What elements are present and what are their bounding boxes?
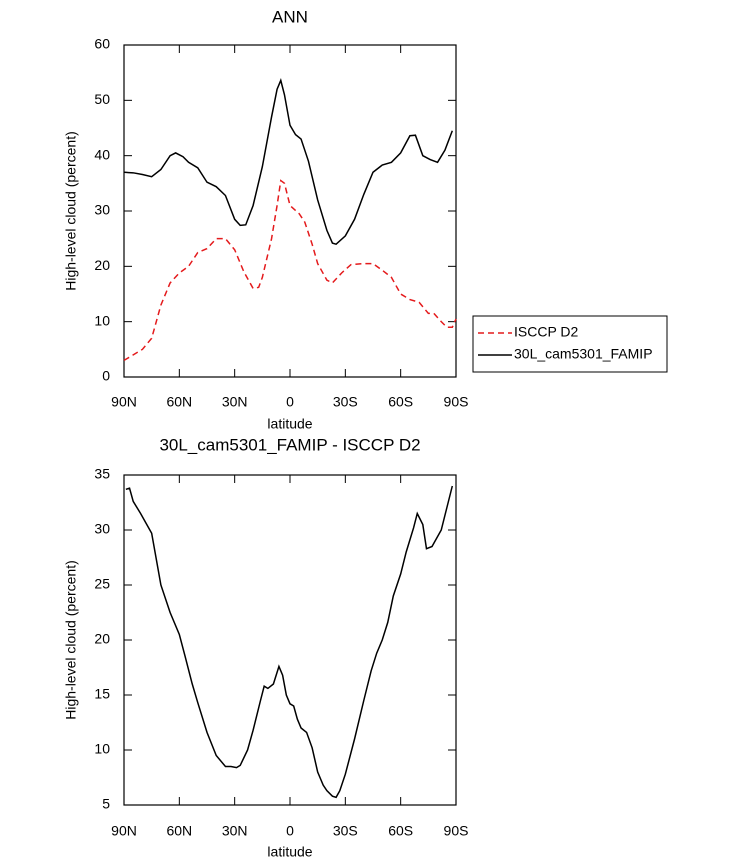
- x-tick-label: 30S: [333, 394, 358, 410]
- x-axis-title: latitude: [267, 416, 312, 432]
- plot-frame: [123, 474, 457, 806]
- x-tick-label: 60N: [166, 823, 192, 839]
- data-line: [123, 78, 454, 246]
- chart-title: 30L_cam5301_FAMIP - ISCCP D2: [159, 435, 420, 454]
- y-tick-label: 30: [94, 521, 110, 537]
- y-tick-label: 35: [94, 466, 110, 482]
- y-tick-label: 40: [94, 146, 110, 162]
- y-tick-label: 15: [94, 686, 110, 702]
- legend-box: [472, 315, 668, 373]
- data-line: [125, 485, 454, 799]
- y-tick-label: 60: [94, 36, 110, 52]
- x-tick-label: 90N: [111, 823, 137, 839]
- x-tick-label: 90N: [111, 394, 137, 410]
- y-tick-label: 30: [94, 202, 110, 218]
- y-tick-label: 50: [94, 91, 110, 107]
- x-tick-label: 0: [286, 823, 294, 839]
- data-line: [123, 179, 457, 362]
- y-tick-label: 10: [94, 312, 110, 328]
- chart-title: ANN: [272, 7, 308, 26]
- x-tick-label: 30N: [222, 823, 248, 839]
- y-axis-title: High-level cloud (percent): [63, 131, 79, 291]
- legend-label: 30L_cam5301_FAMIP: [514, 346, 653, 362]
- x-tick-label: 0: [286, 394, 294, 410]
- y-tick-label: 5: [102, 796, 110, 812]
- x-tick-label: 60S: [388, 823, 413, 839]
- plot-frame: [123, 44, 457, 378]
- y-tick-label: 20: [94, 631, 110, 647]
- x-axis-title: latitude: [267, 844, 312, 860]
- x-tick-label: 90S: [444, 823, 469, 839]
- x-tick-label: 90S: [444, 394, 469, 410]
- x-tick-label: 30N: [222, 394, 248, 410]
- y-axis-title: High-level cloud (percent): [63, 560, 79, 720]
- y-tick-label: 0: [102, 368, 110, 384]
- x-tick-label: 30S: [333, 823, 358, 839]
- y-tick-label: 10: [94, 741, 110, 757]
- legend-label: ISCCP D2: [514, 324, 579, 340]
- y-tick-label: 25: [94, 576, 110, 592]
- x-tick-label: 60N: [166, 394, 192, 410]
- y-tick-label: 20: [94, 257, 110, 273]
- x-tick-label: 60S: [388, 394, 413, 410]
